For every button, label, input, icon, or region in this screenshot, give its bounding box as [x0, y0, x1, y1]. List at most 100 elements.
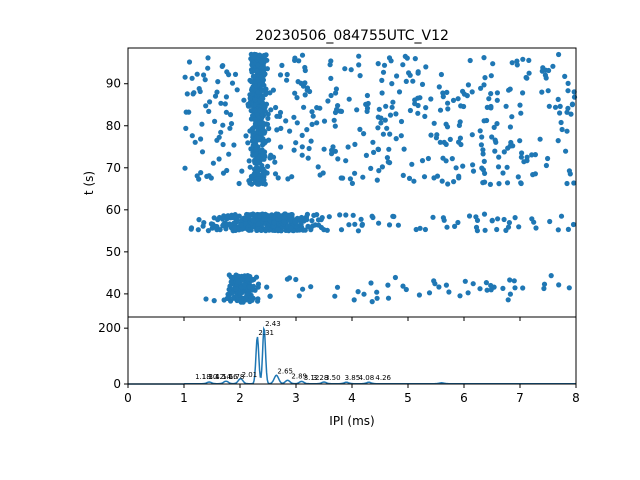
scatter-point	[484, 287, 490, 293]
scatter-point	[222, 101, 228, 107]
scatter-point	[510, 143, 516, 149]
scatter-point	[309, 109, 315, 115]
scatter-point	[247, 284, 253, 290]
scatter-y-tick-label: 80	[106, 119, 121, 133]
scatter-point	[189, 75, 195, 81]
scatter-band	[182, 51, 578, 187]
scatter-point	[198, 170, 204, 176]
scatter-point	[419, 81, 426, 87]
scatter-point	[299, 144, 305, 150]
scatter-point	[328, 75, 334, 81]
scatter-point	[196, 176, 202, 182]
scatter-point	[444, 89, 450, 95]
scatter-point	[449, 156, 455, 162]
scatter-point	[440, 155, 446, 161]
scatter-point	[242, 220, 249, 227]
scatter-point	[443, 121, 449, 127]
scatter-point	[541, 281, 548, 287]
scatter-point	[254, 68, 260, 74]
scatter-point	[211, 298, 217, 304]
scatter-point	[252, 107, 258, 114]
scatter-point	[198, 136, 204, 142]
scatter-point	[398, 118, 405, 125]
scatter-point	[220, 223, 226, 229]
scatter-point	[231, 142, 237, 148]
scatter-point	[356, 62, 362, 68]
scatter-point	[361, 291, 367, 297]
scatter-point	[216, 214, 223, 221]
scatter-point	[345, 144, 351, 150]
scatter-point	[447, 136, 453, 142]
scatter-point	[261, 52, 267, 59]
scatter-point	[302, 227, 308, 233]
scatter-point	[333, 86, 339, 92]
scatter-point	[357, 126, 363, 132]
scatter-point	[304, 217, 310, 223]
scatter-point	[446, 289, 452, 295]
scatter-point	[274, 113, 280, 119]
peak-annotation: 3.50	[325, 374, 341, 382]
scatter-point	[275, 227, 281, 233]
scatter-point	[481, 82, 487, 88]
scatter-point	[481, 211, 488, 217]
scatter-point	[453, 165, 459, 171]
scatter-point	[324, 227, 330, 233]
scatter-point	[321, 146, 327, 152]
scatter-point	[526, 57, 532, 64]
scatter-point	[208, 221, 214, 227]
scatter-point	[557, 103, 563, 109]
scatter-point	[254, 164, 260, 170]
scatter-point	[407, 107, 413, 114]
scatter-point	[299, 152, 305, 158]
scatter-point	[543, 162, 550, 169]
scatter-point	[546, 103, 552, 109]
scatter-point	[359, 221, 365, 227]
scatter-point	[437, 139, 443, 145]
scatter-point	[249, 90, 255, 97]
scatter-point	[182, 165, 188, 171]
scatter-point	[413, 226, 419, 233]
scatter-point	[558, 213, 565, 219]
scatter-point	[444, 224, 450, 230]
scatter-point	[512, 215, 518, 221]
scatter-point	[220, 141, 226, 148]
scatter-point	[489, 218, 495, 224]
peak-annotation: 2.31	[258, 329, 274, 337]
scatter-point	[250, 125, 256, 131]
scatter-point	[382, 117, 388, 123]
scatter-point	[514, 58, 520, 64]
scatter-point	[552, 104, 559, 110]
scatter-point	[379, 164, 385, 170]
scatter-point	[337, 212, 343, 218]
scatter-point	[252, 117, 258, 123]
scatter-point	[188, 226, 194, 232]
scatter-point	[473, 214, 479, 220]
scatter-point	[252, 121, 258, 127]
scatter-point	[243, 133, 249, 139]
chart-title: 20230506_084755UTC_V12	[255, 28, 449, 44]
scatter-point	[477, 286, 483, 292]
scatter-point	[539, 89, 545, 95]
scatter-point	[504, 164, 510, 170]
scatter-point	[250, 217, 256, 223]
scatter-point	[355, 289, 361, 295]
scatter-point	[307, 88, 313, 95]
scatter-point	[335, 156, 341, 162]
scatter-point	[352, 141, 358, 147]
scatter-point	[488, 73, 494, 79]
scatter-point	[263, 91, 269, 97]
scatter-point	[431, 120, 437, 126]
scatter-point	[241, 97, 247, 103]
scatter-point	[441, 217, 447, 223]
scatter-point	[236, 180, 242, 187]
scatter-point	[412, 97, 418, 103]
scatter-point	[458, 103, 464, 109]
scatter-point	[206, 108, 212, 114]
scatter-point	[505, 297, 511, 303]
scatter-point	[532, 152, 539, 158]
scatter-point	[500, 170, 506, 176]
hist-x-tick-label: 4	[348, 391, 356, 405]
scatter-point	[294, 120, 300, 126]
scatter-point	[480, 151, 486, 157]
